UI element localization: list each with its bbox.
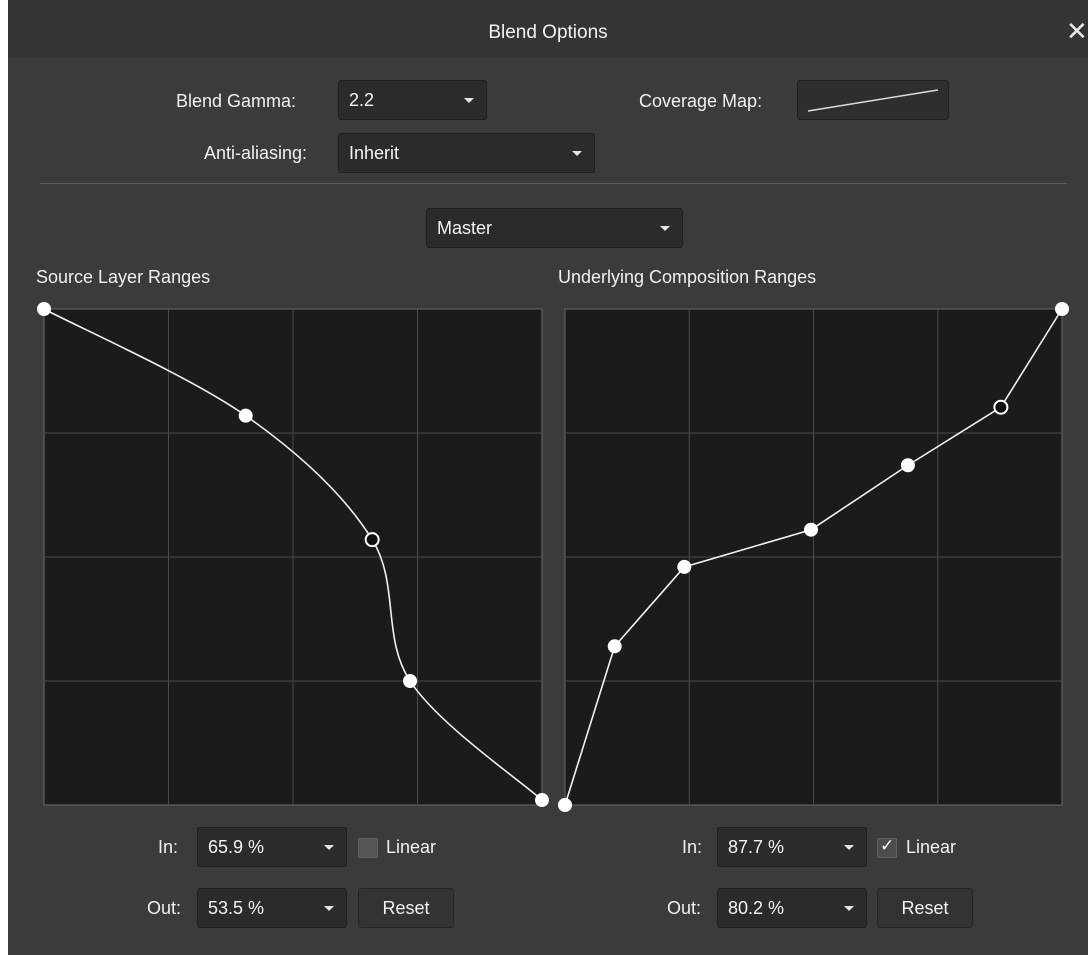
source-ranges-title: Source Layer Ranges [36, 267, 211, 287]
underlying-curve-node[interactable] [804, 522, 819, 537]
divider [40, 183, 1067, 184]
source-in-field[interactable]: 65.9 % [197, 827, 347, 867]
source-curve-node[interactable] [37, 302, 51, 316]
source-linear-checkbox[interactable] [358, 838, 378, 858]
underlying-in-field[interactable]: 87.7 % [717, 827, 867, 867]
anti-aliasing-value: Inherit [349, 143, 400, 163]
underlying-ranges-title: Underlying Composition Ranges [558, 267, 817, 287]
underlying-out-label: Out: [667, 898, 702, 918]
source-curve-node[interactable] [238, 408, 253, 423]
blend-gamma-value: 2.2 [349, 90, 375, 110]
close-icon[interactable]: ✕ [1066, 16, 1088, 46]
source-out-value: 53.5 % [208, 898, 265, 918]
underlying-curve-node[interactable] [1055, 302, 1069, 316]
chevron-down-icon [844, 906, 854, 911]
coverage-map-curve-icon [807, 89, 939, 112]
source-in-value: 65.9 % [208, 837, 265, 857]
ranges-graphs [37, 302, 1069, 812]
channel-value: Master [437, 218, 493, 238]
coverage-map-button[interactable] [797, 80, 949, 120]
underlying-in-value: 87.7 % [728, 837, 785, 857]
source-linear-label: Linear [386, 837, 437, 857]
channel-dropdown[interactable]: Master [426, 208, 683, 248]
anti-aliasing-label: Anti-aliasing: [204, 143, 308, 163]
underlying-out-value: 80.2 % [728, 898, 785, 918]
underlying-reset-button[interactable]: Reset [877, 888, 973, 928]
underlying-curve-node[interactable] [558, 798, 572, 812]
underlying-out-field[interactable]: 80.2 % [717, 888, 867, 928]
chevron-down-icon [572, 151, 582, 156]
blend-options-dialog: Blend Options ✕ Blend Gamma: 2.2 Coverag… [8, 0, 1088, 955]
source-curve-node[interactable] [403, 674, 418, 688]
underlying-linear-label: Linear [906, 837, 957, 857]
source-ranges-graph[interactable] [37, 302, 549, 808]
underlying-curve-node[interactable] [607, 639, 622, 654]
chevron-down-icon [660, 226, 670, 231]
source-curve-node[interactable] [535, 793, 549, 808]
underlying-linear-checkbox[interactable]: ✓ [877, 836, 897, 858]
dialog-title: Blend Options [488, 22, 608, 43]
chevron-down-icon [464, 98, 474, 103]
anti-aliasing-dropdown[interactable]: Inherit [338, 133, 595, 173]
checkmark-icon: ✓ [880, 836, 895, 855]
source-in-label: In: [158, 837, 179, 857]
chevron-down-icon [324, 845, 334, 850]
source-reset-button[interactable]: Reset [358, 888, 454, 928]
source-out-label: Out: [147, 898, 182, 918]
underlying-curve-node[interactable] [900, 458, 915, 473]
chevron-down-icon [324, 906, 334, 911]
coverage-map-label: Coverage Map: [639, 91, 763, 111]
underlying-in-label: In: [682, 837, 703, 857]
title-bar: Blend Options ✕ [8, 0, 1088, 58]
underlying-selected-node[interactable] [993, 399, 1009, 415]
underlying-curve-node[interactable] [677, 559, 692, 574]
source-selected-node[interactable] [364, 532, 380, 548]
underlying-ranges-graph[interactable] [558, 302, 1069, 812]
blend-gamma-label: Blend Gamma: [176, 91, 297, 111]
blend-gamma-dropdown[interactable]: 2.2 [338, 80, 487, 120]
source-out-field[interactable]: 53.5 % [197, 888, 347, 928]
chevron-down-icon [844, 845, 854, 850]
